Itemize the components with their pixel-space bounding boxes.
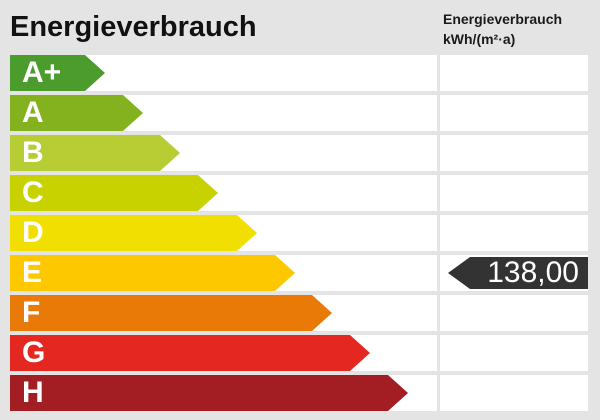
energy-value-text: 138,00 — [487, 256, 579, 289]
scale-cell-d: D — [10, 215, 437, 251]
energy-class-label-aplus: A+ — [22, 56, 62, 89]
value-cell-aplus — [440, 55, 588, 91]
energy-class-row-e: E 138,00 — [0, 255, 600, 291]
energy-class-row-h: H — [0, 375, 600, 411]
energy-class-label-f: F — [22, 296, 41, 329]
value-cell-g — [440, 335, 588, 371]
page-title: Energieverbrauch — [10, 11, 257, 43]
scale-cell-c: C — [10, 175, 437, 211]
energy-class-arrow-f: F — [10, 295, 332, 331]
energy-class-label-a: A — [22, 96, 44, 129]
scale-cell-e: E — [10, 255, 437, 291]
energy-class-row-aplus: A+ — [0, 55, 600, 91]
value-cell-e: 138,00 — [440, 255, 588, 291]
energy-class-row-d: D — [0, 215, 600, 251]
energy-class-label-b: B — [22, 136, 44, 169]
energy-class-arrow-aplus: A+ — [10, 55, 105, 91]
value-cell-d — [440, 215, 588, 251]
energy-class-arrow-c: C — [10, 175, 218, 211]
energy-class-row-g: G — [0, 335, 600, 371]
scale-cell-f: F — [10, 295, 437, 331]
value-cell-a — [440, 95, 588, 131]
energy-class-row-f: F — [0, 295, 600, 331]
value-cell-h — [440, 375, 588, 411]
energy-value-badge: 138,00 — [448, 257, 588, 289]
energy-class-arrow-d: D — [10, 215, 257, 251]
energy-class-row-c: C — [0, 175, 600, 211]
value-cell-f — [440, 295, 588, 331]
scale-cell-aplus: A+ — [10, 55, 437, 91]
scale-cell-g: G — [10, 335, 437, 371]
energy-class-label-d: D — [22, 216, 44, 249]
energy-class-arrow-b: B — [10, 135, 180, 171]
energy-class-arrow-e: E — [10, 255, 295, 291]
energy-class-arrow-h: H — [10, 375, 408, 411]
energy-class-label-e: E — [22, 256, 43, 289]
scale-rows: A+ A B C D E 138,00 F G H — [0, 55, 600, 415]
unit-header-line2: kWh/(m²·a) — [443, 31, 516, 47]
energy-class-row-a: A — [0, 95, 600, 131]
energy-class-label-g: G — [22, 336, 46, 369]
scale-cell-a: A — [10, 95, 437, 131]
unit-header-line1: Energieverbrauch — [443, 11, 563, 27]
value-cell-b — [440, 135, 588, 171]
energy-class-label-c: C — [22, 176, 44, 209]
energy-class-row-b: B — [0, 135, 600, 171]
value-cell-c — [440, 175, 588, 211]
scale-cell-b: B — [10, 135, 437, 171]
energy-class-arrow-g: G — [10, 335, 370, 371]
unit-header: Energieverbrauch kWh/(m²·a) — [443, 9, 562, 49]
energy-class-arrow-a: A — [10, 95, 143, 131]
scale-cell-h: H — [10, 375, 437, 411]
energy-class-label-h: H — [22, 376, 44, 409]
